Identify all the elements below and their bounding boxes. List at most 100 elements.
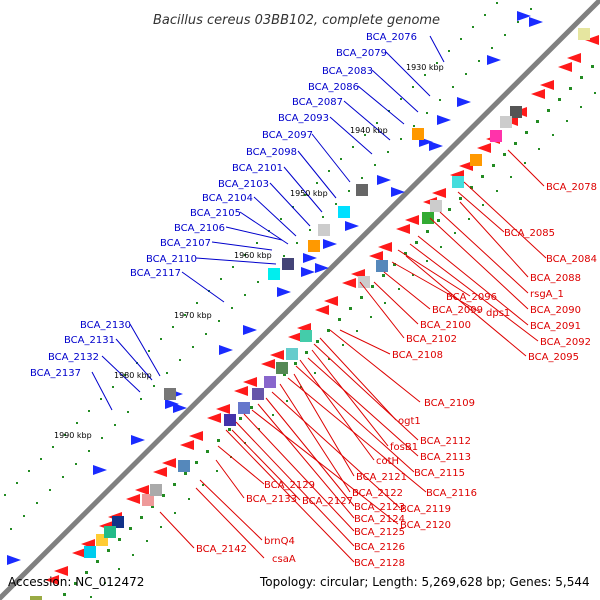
gene-block <box>412 128 424 140</box>
forward-gene-arrow <box>243 325 257 335</box>
tick-dot <box>459 197 462 200</box>
forward-gene-label: BCA_2132 <box>48 352 99 363</box>
leader-line <box>217 445 265 485</box>
tick-dot <box>148 350 150 352</box>
reverse-gene-label: BCA_2119 <box>400 504 451 515</box>
leader-line <box>409 243 539 342</box>
reverse-gene-arrow <box>126 494 140 504</box>
forward-gene-label: BCA_2098 <box>246 147 297 158</box>
kbp-marker: 1950 kbp <box>290 189 328 198</box>
tick-dot <box>393 263 396 266</box>
forward-gene-arrow <box>93 465 107 475</box>
gene-block <box>470 154 482 166</box>
tick-dot <box>374 164 376 166</box>
reverse-gene-arrow <box>189 431 203 441</box>
tick-dot <box>412 86 414 88</box>
gene-block <box>300 330 312 342</box>
tick-dot <box>436 62 438 64</box>
tick-dot <box>413 125 415 127</box>
tick-dot <box>472 26 474 28</box>
tick-dot <box>496 190 498 192</box>
forward-gene-arrow <box>517 11 531 21</box>
reverse-gene-label: BCA_2125 <box>354 527 405 538</box>
tick-dot <box>360 296 363 299</box>
tick-dot <box>348 190 350 192</box>
tick-dot <box>166 372 168 374</box>
leader-line <box>269 182 311 227</box>
forward-gene-arrow <box>315 263 329 273</box>
tick-dot <box>448 208 451 211</box>
tick-dot <box>580 106 582 108</box>
tick-dot <box>228 428 231 431</box>
tick-dot <box>173 483 176 486</box>
tick-dot <box>62 476 64 478</box>
tick-dot <box>335 203 337 205</box>
reverse-gene-arrow <box>405 215 419 225</box>
tick-dot <box>52 446 54 448</box>
leader-line <box>101 355 141 393</box>
tick-dot <box>481 175 484 178</box>
reverse-gene-arrow <box>585 35 599 45</box>
tick-dot <box>294 362 297 365</box>
tick-dot <box>40 458 42 460</box>
leader-line <box>295 365 415 473</box>
tick-dot <box>23 515 25 517</box>
tick-dot <box>552 134 554 136</box>
tick-dot <box>90 596 92 598</box>
tick-dot <box>244 294 246 296</box>
forward-gene-arrow <box>7 555 21 565</box>
leader-line <box>311 349 389 447</box>
gene-block <box>356 184 368 196</box>
tick-dot <box>132 554 134 556</box>
gene-block <box>112 516 124 528</box>
forward-gene-label: BCA_2093 <box>278 113 329 124</box>
reverse-gene-label: BCA_2115 <box>414 468 465 479</box>
forward-gene-label: BCA_2137 <box>30 368 81 379</box>
forward-gene-label: BCA_2086 <box>308 82 359 93</box>
tick-dot <box>328 358 330 360</box>
tick-dot <box>244 254 246 256</box>
tick-dot <box>398 288 400 290</box>
tick-dot <box>64 434 66 436</box>
reverse-gene-label: ogt1 <box>398 416 421 427</box>
forward-gene-arrow <box>303 253 317 263</box>
tick-dot <box>124 374 126 376</box>
tick-dot <box>322 216 324 218</box>
leader-line <box>211 241 273 251</box>
tick-dot <box>118 568 120 570</box>
reverse-gene-arrow <box>432 188 446 198</box>
tick-dot <box>272 414 274 416</box>
leader-line <box>439 211 529 294</box>
tick-dot <box>118 538 121 541</box>
tick-dot <box>196 302 198 304</box>
leader-line <box>115 338 153 381</box>
tick-dot <box>327 329 330 332</box>
gene-block <box>308 240 320 252</box>
tick-dot <box>172 326 174 328</box>
tick-dot <box>140 516 143 519</box>
reverse-gene-label: BCA_2088 <box>530 273 581 284</box>
tick-dot <box>206 450 209 453</box>
reverse-gene-arrow <box>459 161 473 171</box>
reverse-gene-label: BCA_2122 <box>352 488 403 499</box>
tick-dot <box>484 14 486 16</box>
tick-dot <box>352 146 354 148</box>
reverse-gene-label: BCA_2128 <box>354 558 405 569</box>
tick-dot <box>569 87 572 90</box>
tick-dot <box>305 351 308 354</box>
map-title: Bacillus cereus 03BB102, complete genome <box>153 13 440 28</box>
tick-dot <box>400 138 402 140</box>
forward-gene-arrow <box>301 267 315 277</box>
tick-dot <box>342 344 344 346</box>
leader-line <box>397 249 471 297</box>
tick-dot <box>364 134 366 136</box>
leader-line <box>357 85 405 125</box>
forward-gene-label: BCA_2131 <box>64 335 115 346</box>
kbp-marker: 1930 kbp <box>406 63 444 72</box>
gene-block <box>268 268 280 280</box>
tick-dot <box>10 528 12 530</box>
tick-dot <box>316 340 319 343</box>
forward-gene-label: BCA_2106 <box>174 223 225 234</box>
